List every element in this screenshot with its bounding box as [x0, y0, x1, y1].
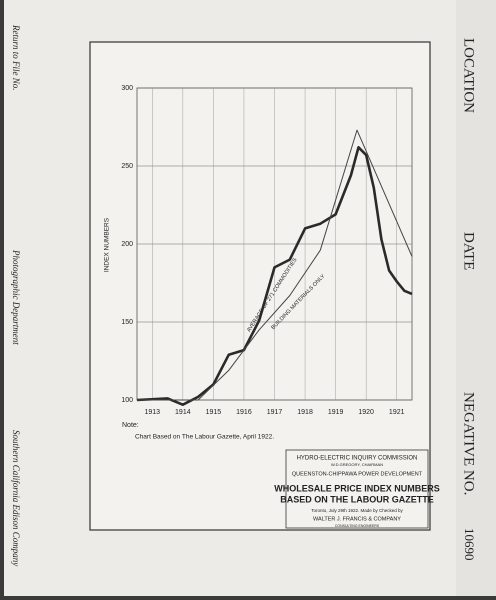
y-tick-label: 100 [121, 397, 133, 404]
left-margin: Return to File No. Photographic Departme… [11, 24, 21, 566]
x-tick-label: 1917 [267, 409, 283, 416]
y-axis-label: INDEX NUMBERS [104, 217, 111, 272]
x-tick-label: 1913 [144, 409, 160, 416]
title-block-text: HYDRO-ELECTRIC INQUIRY COMMISSION W.D.GR… [274, 456, 440, 528]
title: WHOLESALE PRICE INDEX NUMBERS [274, 483, 440, 493]
y-tick-label: 150 [121, 319, 133, 326]
x-tick-label: 1920 [358, 409, 374, 416]
title: BASED ON THE LABOUR GAZETTE [280, 494, 434, 504]
x-tick-label: 1915 [206, 409, 222, 416]
x-tick-label: 1916 [236, 409, 252, 416]
y-tick-label: 300 [121, 85, 133, 92]
x-tick-label: 1914 [175, 409, 191, 416]
chairman: W.D.GREGORY, CHAIRMAN [331, 462, 383, 467]
series-line [136, 146, 413, 406]
y-tick-label: 200 [121, 241, 133, 248]
project: QUEENSTON-CHIPPAWA POWER DEVELOPMENT [292, 471, 423, 477]
negative-number: 10690 [462, 528, 477, 561]
subtitle: CONSULTING ENGINEERS [335, 524, 380, 528]
series-line [137, 129, 413, 401]
margin-label: NEGATIVE NO. [461, 392, 477, 495]
date-line: Toronto, July 29th 1922. Made by Checked… [311, 508, 403, 513]
margin-text: Return to File No. [11, 24, 21, 91]
chart-frame [89, 41, 431, 531]
right-margin: LOCATION DATE NEGATIVE NO. 10690 [461, 38, 477, 561]
title-block [285, 449, 429, 529]
margin-text: Photographic Department [11, 249, 21, 345]
note-label: Note: [122, 422, 139, 429]
paper-strip [456, 0, 496, 596]
margin-text: Southern California Edison Company [11, 430, 21, 566]
x-tick-label: 1918 [297, 409, 313, 416]
note-text: Chart Based on The Labour Gazette, April… [135, 434, 274, 441]
margin-label: DATE [461, 232, 477, 270]
x-tick-label: 1921 [389, 409, 405, 416]
margin-label: LOCATION [461, 38, 477, 113]
y-tick-label: 250 [121, 163, 133, 170]
commission: HYDRO-ELECTRIC INQUIRY COMMISSION [297, 456, 418, 462]
plot: 100 150 200 250 300 1913 1914 1915 1916 1917 1918 1… [121, 85, 413, 416]
x-tick-label: 1919 [328, 409, 344, 416]
company: WALTER J. FRANCIS & COMPANY [313, 516, 401, 522]
